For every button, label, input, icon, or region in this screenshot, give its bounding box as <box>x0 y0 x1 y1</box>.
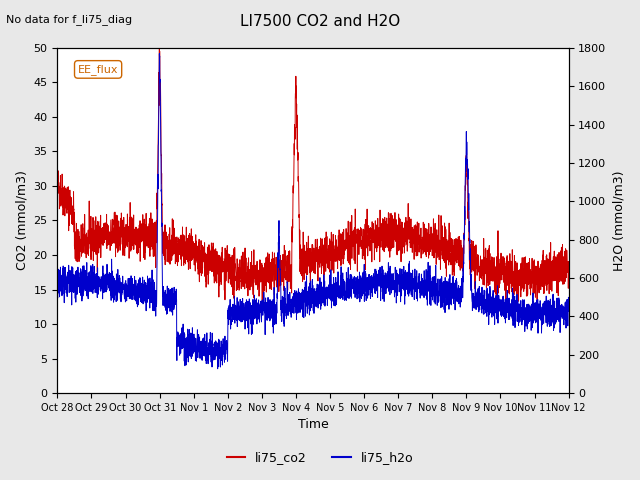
li75_co2 <box>382 226 390 231</box>
li75_h2o <box>282 302 289 308</box>
li75_co2 <box>118 220 126 226</box>
li75_h2o <box>54 290 61 296</box>
li75_h2o <box>404 275 412 280</box>
li75_h2o <box>564 301 572 307</box>
li75_h2o <box>277 307 285 312</box>
li75_co2 <box>321 239 329 244</box>
li75_co2 <box>533 302 541 308</box>
li75_h2o <box>118 282 126 288</box>
li75_co2 <box>277 282 285 288</box>
li75_co2 <box>282 256 289 262</box>
Line: li75_h2o: li75_h2o <box>58 54 568 369</box>
Y-axis label: CO2 (mmol/m3): CO2 (mmol/m3) <box>15 170 28 270</box>
li75_h2o <box>156 51 163 57</box>
X-axis label: Time: Time <box>298 419 328 432</box>
li75_co2 <box>564 274 572 279</box>
li75_h2o <box>214 366 221 372</box>
Y-axis label: H2O (mmol/m3): H2O (mmol/m3) <box>612 170 625 271</box>
li75_co2 <box>404 227 412 232</box>
Text: No data for f_li75_diag: No data for f_li75_diag <box>6 14 132 25</box>
li75_h2o <box>382 285 390 290</box>
Line: li75_co2: li75_co2 <box>58 48 568 305</box>
Text: EE_flux: EE_flux <box>78 64 118 75</box>
li75_h2o <box>321 301 329 307</box>
li75_co2 <box>156 45 163 51</box>
li75_co2 <box>54 178 61 184</box>
Legend: li75_co2, li75_h2o: li75_co2, li75_h2o <box>221 446 419 469</box>
Text: LI7500 CO2 and H2O: LI7500 CO2 and H2O <box>240 14 400 29</box>
